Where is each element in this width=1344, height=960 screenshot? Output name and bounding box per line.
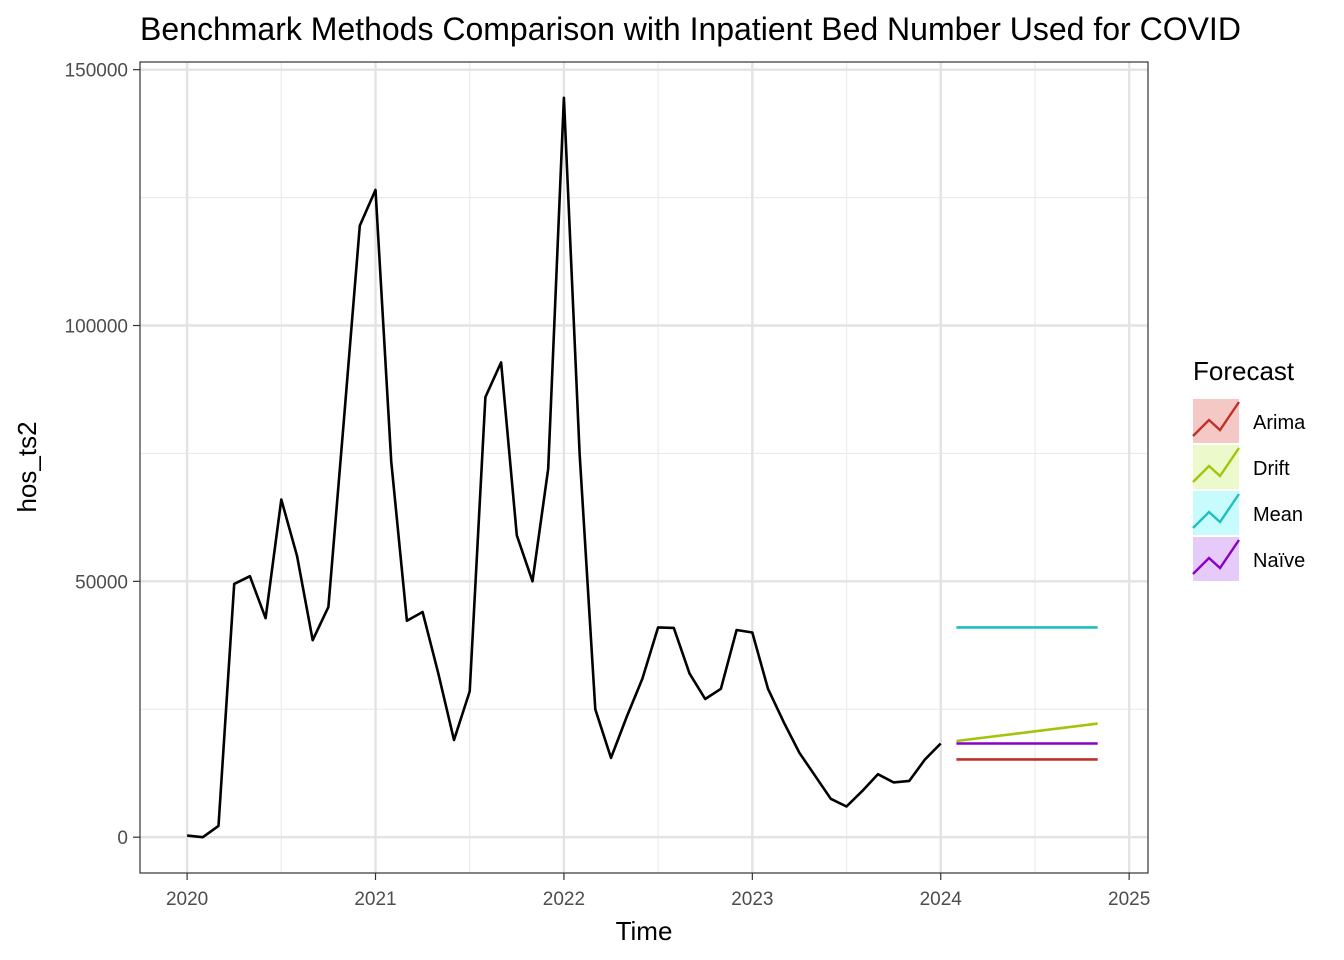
legend-key-mean	[1193, 491, 1239, 535]
plot-panel	[140, 62, 1148, 873]
x-tick-label: 2020	[166, 889, 208, 910]
legend-title: Forecast	[1193, 356, 1295, 386]
grid-lines	[140, 62, 1148, 873]
x-tick-label: 2023	[731, 889, 773, 910]
legend: Forecast Arima Drift Mean Naïve	[1192, 356, 1306, 581]
legend-label-mean: Mean	[1253, 504, 1303, 526]
chart-title: Benchmark Methods Comparison with Inpati…	[140, 11, 1241, 47]
legend-line-arima	[1192, 401, 1240, 437]
legend-key-arima	[1193, 399, 1239, 443]
axes: 2020 2021 2022 2023 2024 2025 0 50000 100000 1500…	[65, 61, 1151, 910]
legend-line-mean	[1192, 493, 1240, 529]
legend-line-nave	[1192, 539, 1240, 575]
y-axis-title: hos_ts2	[12, 421, 42, 512]
legend-label-arima: Arima	[1253, 412, 1306, 434]
series-line-drift	[956, 722, 1098, 743]
legend-label-nave: Naïve	[1253, 550, 1305, 572]
plot-background	[140, 62, 1148, 873]
legend-line-drift	[1192, 447, 1240, 483]
x-tick-label: 2021	[354, 889, 396, 910]
legend-key-nave	[1193, 537, 1239, 581]
legend-label-drift: Drift	[1253, 458, 1290, 480]
x-tick-label: 2025	[1108, 889, 1150, 910]
plot-border	[139, 61, 1149, 874]
x-tick-label: 2024	[920, 889, 963, 910]
y-tick-label: 150000	[65, 61, 128, 82]
y-tick-label: 0	[117, 828, 128, 849]
y-tick-label: 100000	[65, 317, 128, 338]
legend-key-drift	[1193, 445, 1239, 489]
series-line-observed	[186, 96, 942, 839]
x-axis-title: Time	[616, 916, 673, 946]
series-lines	[186, 96, 1098, 839]
y-tick-label: 50000	[75, 572, 128, 593]
x-tick-label: 2022	[543, 889, 585, 910]
